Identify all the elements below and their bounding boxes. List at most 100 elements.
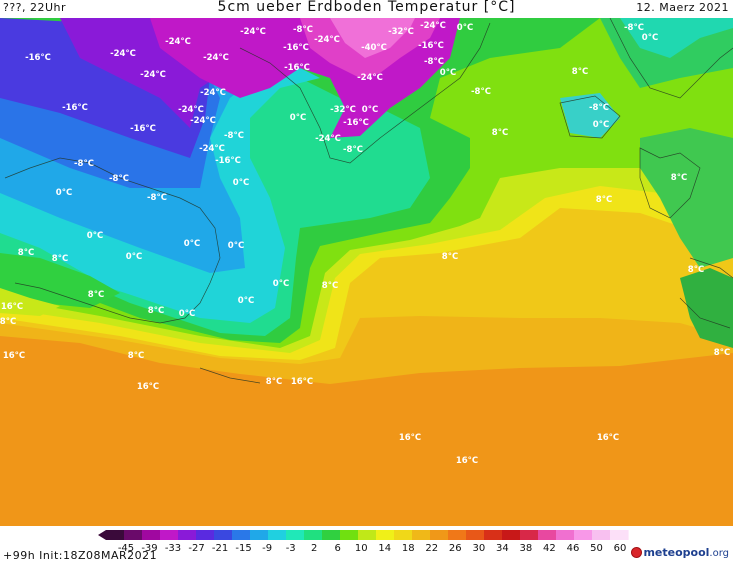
europe-green-zone: [640, 128, 733, 268]
temperature-label: 8°C: [688, 265, 704, 275]
legend-color-swatch: [448, 530, 467, 540]
legend-color-swatch: [538, 530, 557, 540]
legend-color-swatch: [466, 530, 485, 540]
temperature-label: -24°C: [314, 35, 340, 45]
temperature-label: 0°C: [87, 231, 103, 241]
temperature-label: 8°C: [18, 248, 34, 258]
temperature-label: 0°C: [238, 296, 254, 306]
temperature-label: 8°C: [714, 348, 730, 358]
temperature-label: -24°C: [357, 73, 383, 83]
temperature-label: -8°C: [624, 23, 644, 33]
logo-brand: meteopool: [643, 546, 710, 559]
scandinavia-teal-zone: [620, 18, 733, 58]
legend-color-swatch: [268, 530, 287, 540]
legend-tick-label: 34: [496, 543, 509, 554]
temperature-label: 0°C: [440, 68, 456, 78]
logo-tld: .org: [709, 548, 729, 559]
coastlines: [4, 18, 733, 384]
legend-color-swatch: [106, 530, 125, 540]
iberia-green-zone: [680, 268, 733, 348]
legend-tick-label: 60: [614, 543, 627, 554]
temperature-label: -8°C: [589, 103, 609, 113]
temperature-label: -8°C: [424, 57, 444, 67]
temperature-label: -8°C: [74, 159, 94, 169]
temperature-label: -24°C: [420, 21, 446, 31]
temperature-label: -16°C: [343, 118, 369, 128]
legend-color-swatch: [214, 530, 233, 540]
legend-tick-label: 42: [543, 543, 556, 554]
legend-tick-label: -39: [141, 543, 157, 554]
temperature-label: -24°C: [199, 144, 225, 154]
legend-tick-label: 30: [473, 543, 486, 554]
temperature-label: 8°C: [492, 128, 508, 138]
temperature-label: 16°C: [137, 382, 159, 392]
legend-color-swatch: [142, 530, 161, 540]
temperature-label: 8°C: [442, 252, 458, 262]
forecast-date-label: 12. Maerz 2021: [636, 1, 729, 14]
florida-warm-zone: [0, 288, 60, 316]
color-legend: -45 -39 -33 -27 -21 -15 -9 -3 2 6 10 14 18 22 26 30 34 38…: [98, 530, 629, 554]
temperature-label: 16°C: [3, 351, 25, 361]
temperature-label: -8°C: [471, 87, 491, 97]
legend-tick-label: 38: [520, 543, 533, 554]
legend-tick-label: -21: [212, 543, 228, 554]
temperature-label: 0°C: [228, 241, 244, 251]
legend-color-swatch: [124, 530, 143, 540]
temperature-label: 8°C: [128, 351, 144, 361]
temperature-label: 8°C: [52, 254, 68, 264]
legend-color-swatch: [232, 530, 251, 540]
temperature-label: 8°C: [596, 195, 612, 205]
legend-color-swatch: [340, 530, 359, 540]
temperature-label: 0°C: [233, 178, 249, 188]
temperature-label: -8°C: [147, 193, 167, 203]
legend-color-swatch: [502, 530, 521, 540]
legend-tick-label: 10: [355, 543, 368, 554]
legend-tick-label: 26: [449, 543, 462, 554]
legend-color-swatch: [412, 530, 431, 540]
temperature-label: -16°C: [283, 43, 309, 53]
temperature-map: -16°C -24°C-24°C-24°C -8°C-16°C-24°C-32°C-…: [0, 18, 733, 526]
temperature-label: 0°C: [273, 279, 289, 289]
temperature-label: -40°C: [361, 43, 387, 53]
temperature-label: 0°C: [593, 120, 609, 130]
temperature-label: -24°C: [165, 37, 191, 47]
legend-color-swatch: [322, 530, 341, 540]
logo-icon: [631, 547, 643, 558]
temperature-label: 8°C: [322, 281, 338, 291]
temperature-label: -24°C: [203, 53, 229, 63]
legend-lower-arrow: [98, 530, 106, 540]
temperature-label: 0°C: [126, 252, 142, 262]
legend-color-swatch: [358, 530, 377, 540]
legend-tick-label: -33: [165, 543, 181, 554]
temperature-label: -16°C: [25, 53, 51, 63]
map-title: 5cm ueber Erdboden Temperatur [°C]: [217, 0, 516, 15]
legend-color-swatch: [592, 530, 611, 540]
legend-color-swatch: [574, 530, 593, 540]
forecast-time-label: ???, 22Uhr: [3, 1, 67, 14]
legend-tick-label: -15: [235, 543, 251, 554]
temperature-label: -24°C: [240, 27, 266, 37]
legend-tick-label: 50: [590, 543, 603, 554]
temperature-label: -16°C: [62, 103, 88, 113]
temperature-label: 8°C: [88, 290, 104, 300]
legend-color-swatch: [196, 530, 215, 540]
temperature-label: 0°C: [362, 105, 378, 115]
temperature-label: 16°C: [399, 433, 421, 443]
legend-tick-label: 18: [402, 543, 415, 554]
legend-tick-label: -9: [262, 543, 272, 554]
legend-tick-label: 14: [378, 543, 391, 554]
temperature-label: 8°C: [148, 306, 164, 316]
temperature-label: 8°C: [671, 173, 687, 183]
legend-color-swatch: [556, 530, 575, 540]
legend-color-swatch: [610, 530, 629, 540]
legend-tick-label: -3: [286, 543, 296, 554]
temperature-label: 0°C: [179, 309, 195, 319]
temperature-label: -24°C: [140, 70, 166, 80]
legend-color-bar: [98, 530, 629, 540]
temperature-label: 0°C: [184, 239, 200, 249]
temperature-label: 0°C: [290, 113, 306, 123]
legend-tick-label: 22: [425, 543, 438, 554]
legend-tick-label: -45: [118, 543, 134, 554]
temperature-label: -8°C: [109, 174, 129, 184]
meteopool-logo[interactable]: meteopool.org: [631, 546, 729, 559]
